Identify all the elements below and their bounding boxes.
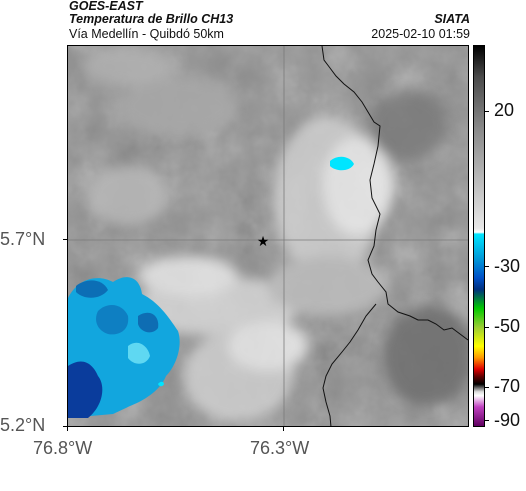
colorbar-label-neg30: -30 <box>494 256 521 276</box>
colorbar-label-20: 20 <box>494 100 515 120</box>
colorbar-label-neg70: -70 <box>494 376 521 396</box>
datetime-label: 2025-02-10 01:59 <box>371 27 470 41</box>
colorbar-tick-neg70 <box>485 387 489 388</box>
colorbar-label-neg50: -50 <box>494 316 521 336</box>
lon-tick-2 <box>283 427 284 431</box>
region-subtitle: Vía Medellín - Quibdó 50km <box>69 27 224 41</box>
colorbar-label-neg90: -90 <box>494 410 521 430</box>
lat-label-2: 5.2°N <box>0 415 46 435</box>
colorbar-tick-neg90 <box>485 420 489 421</box>
agency-label: SIATA <box>434 12 470 26</box>
cloud-patches <box>83 46 468 421</box>
lon-label-2: 76.3°W <box>250 438 310 458</box>
satellite-map[interactable]: ★ <box>67 45 469 427</box>
map-image: ★ <box>68 46 468 426</box>
colorbar-tick-20 <box>485 111 489 112</box>
lat-tick-2 <box>63 426 67 427</box>
border-line-south <box>322 303 377 426</box>
colorbar-tick-neg50 <box>485 327 489 328</box>
colorbar-tick-neg30 <box>485 266 489 267</box>
satellite-title: GOES-EAST <box>69 0 143 13</box>
border-line-east <box>321 46 468 341</box>
lon-tick-1 <box>67 427 68 431</box>
lat-label-1: 5.7°N <box>0 229 46 249</box>
colorbar <box>473 45 485 427</box>
location-star-icon: ★ <box>257 234 270 250</box>
lat-tick-1 <box>63 239 67 240</box>
product-title: Temperatura de Brillo CH13 <box>69 12 234 26</box>
lon-label-1: 76.8°W <box>33 438 93 458</box>
cold-cloud-top <box>68 156 354 418</box>
